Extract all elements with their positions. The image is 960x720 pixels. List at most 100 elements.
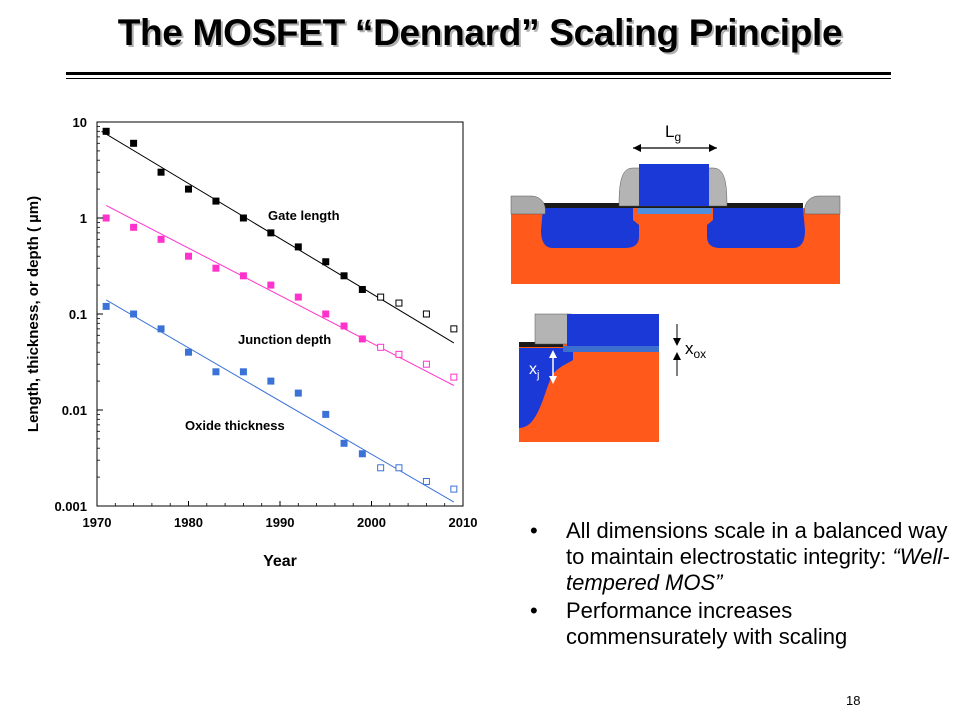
bullet-list: • All dimensions scale in a balanced way… — [530, 518, 950, 652]
detail-surface — [519, 342, 563, 347]
y-tick-label: 0.01 — [62, 403, 87, 418]
gate-length-point — [340, 272, 348, 280]
slide-number: 18 — [846, 693, 861, 708]
mosfet-detail: xj xox — [519, 313, 706, 442]
xj-arrowhead-up — [549, 350, 557, 358]
junction-depth-point — [294, 293, 302, 301]
x-tick-label: 1970 — [83, 515, 112, 530]
bullet-text-1: All dimensions scale in a balanced way t… — [566, 518, 948, 569]
y-axis-label: Length, thickness, or depth ( µm) — [25, 196, 42, 432]
right-isolation — [804, 195, 841, 215]
oxide-thickness-point — [358, 450, 366, 458]
xj-arrowhead-down — [549, 376, 557, 384]
lg-arrowhead-left — [633, 144, 641, 152]
xox-arrowhead-top — [673, 338, 681, 346]
y-tick-label: 0.001 — [54, 499, 87, 514]
junction-depth-point-open — [377, 343, 385, 351]
oxide-thickness-point — [239, 368, 247, 376]
y-tick-label: 10 — [73, 115, 87, 130]
gate-length-point — [130, 139, 138, 147]
junction-depth-point — [130, 223, 138, 231]
oxide-thickness-point — [102, 302, 110, 310]
annotation-junction-depth: Junction depth — [238, 332, 331, 347]
oxide-thickness-point-open — [422, 477, 430, 485]
gate-length-point-open — [395, 299, 403, 307]
xox-arrowhead-bottom — [673, 352, 681, 360]
gate-length-fit-line — [101, 130, 455, 344]
bullet-italic-1: “Well-tempered MOS” — [566, 544, 950, 595]
detail-oxide — [563, 346, 659, 352]
junction-depth-point — [185, 252, 192, 260]
bullet-item-2: • Performance increases commensurately w… — [530, 598, 950, 650]
x-tick-label: 2000 — [357, 515, 386, 530]
oxide-thickness-point — [130, 310, 138, 318]
oxide-thickness-point-open — [450, 485, 458, 493]
y-tick-labels: 0.001 0.01 0.1 1 10 — [54, 115, 87, 514]
title-underline-thin — [66, 78, 891, 79]
gate-length-point — [294, 243, 302, 251]
slide-title: The MOSFET “Dennard” Scaling Principle — [117, 12, 843, 53]
junction-depth-point — [322, 310, 330, 318]
junction-depth-point — [239, 272, 247, 280]
data-points — [102, 127, 458, 493]
junction-depth-point-open — [450, 373, 458, 381]
junction-depth-point-open — [395, 350, 403, 358]
gate-length-point — [358, 285, 366, 293]
mosfet-diagrams: Lg xj xox — [510, 122, 841, 442]
scaling-chart: 1970 1980 1990 2000 2010 0.001 0.01 0.1 1 10 Gat… — [25, 115, 478, 570]
x-axis-label: Year — [263, 553, 297, 570]
plot-area — [96, 121, 464, 507]
junction-depth-point — [102, 214, 110, 222]
detail-junction — [519, 348, 573, 428]
gate-length-point-open — [450, 325, 458, 333]
lg-label: Lg — [665, 122, 681, 144]
drain-region — [707, 208, 805, 248]
junction-depth-point — [212, 264, 220, 272]
bullet-text-2: Performance increases commensurately wit… — [566, 598, 848, 649]
oxide-thickness-point — [212, 368, 220, 376]
source-region — [541, 208, 639, 248]
annotation-gate-length: Gate length — [268, 208, 340, 223]
gate-length-point — [212, 197, 220, 205]
gate-length-point — [239, 214, 247, 222]
oxide-thickness-point — [294, 389, 302, 397]
x-tick-label: 1990 — [266, 515, 295, 530]
bullet-item-1: • All dimensions scale in a balanced way… — [530, 518, 950, 596]
bullet-dot: • — [530, 518, 538, 543]
y-tick-label: 0.1 — [69, 307, 87, 322]
detail-gate — [567, 314, 659, 346]
junction-depth-point-open — [422, 360, 430, 368]
oxide-thickness-point — [157, 325, 165, 333]
x-tick-labels: 1970 1980 1990 2000 2010 — [83, 515, 478, 530]
junction-depth-point — [358, 335, 366, 343]
detail-spacer — [534, 313, 572, 345]
gate-length-point — [157, 168, 165, 176]
lg-arrowhead-right — [709, 144, 717, 152]
gate-length-point — [185, 185, 192, 193]
bullet-dot: • — [530, 598, 538, 623]
title-underline — [66, 72, 891, 75]
axis-ticks — [96, 121, 464, 507]
oxide-thickness-point — [340, 439, 348, 447]
mosfet-cross-section: Lg — [510, 122, 841, 284]
oxide-thickness-point-open — [377, 464, 385, 472]
gate-length-point — [102, 127, 110, 135]
gate-length-point-open — [377, 293, 385, 301]
junction-depth-point — [340, 322, 348, 330]
gate-length-point — [267, 229, 275, 237]
oxide-thickness-point — [267, 377, 275, 385]
oxide-thickness-point — [185, 348, 192, 356]
x-tick-label: 2010 — [449, 515, 478, 530]
oxide-thickness-point-open — [395, 464, 403, 472]
xox-label: xox — [685, 339, 706, 361]
annotation-oxide-thickness: Oxide thickness — [185, 418, 285, 433]
x-tick-label: 1980 — [174, 515, 203, 530]
gate-oxide — [637, 208, 711, 214]
junction-depth-point — [267, 281, 275, 289]
gate-length-point-open — [422, 310, 430, 318]
y-tick-label: 1 — [80, 211, 87, 226]
gate-electrode — [639, 164, 709, 206]
xj-label: xj — [529, 361, 539, 381]
left-isolation — [510, 195, 546, 215]
junction-depth-point — [157, 235, 165, 243]
